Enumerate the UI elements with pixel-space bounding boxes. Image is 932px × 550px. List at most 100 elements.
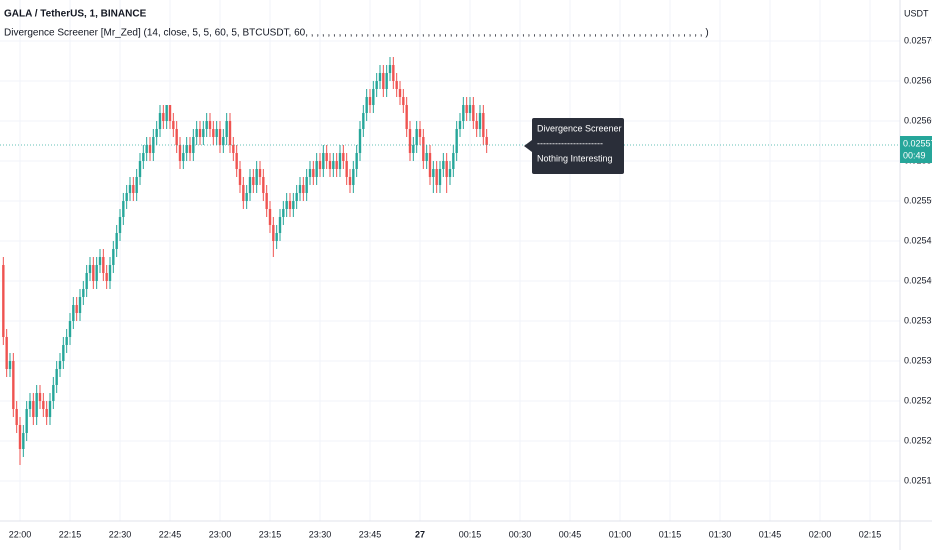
candle-body	[55, 369, 58, 385]
candle-body	[298, 185, 302, 193]
x-tick-label: 23:15	[259, 529, 282, 539]
candle-body	[238, 169, 242, 185]
candle-body	[468, 105, 472, 113]
candle-body	[12, 361, 15, 409]
candle-body	[5, 337, 8, 369]
candle-body	[368, 97, 372, 105]
candle-body	[62, 345, 65, 361]
candle-body	[232, 145, 235, 153]
candle-body	[278, 217, 282, 233]
candle-body	[198, 129, 202, 137]
x-tick-label: 23:00	[209, 529, 232, 539]
candle-body	[372, 89, 375, 105]
candle-body	[138, 161, 142, 177]
candle-body	[168, 105, 172, 121]
candle-body	[475, 121, 478, 129]
candle-body	[68, 321, 72, 337]
candle-body	[335, 161, 338, 169]
candle-body	[58, 361, 62, 369]
x-tick-label: 23:30	[309, 529, 332, 539]
x-tick-label: 27	[415, 529, 425, 539]
candle-body	[218, 129, 222, 145]
x-tick-label: 22:30	[109, 529, 132, 539]
candle-body	[428, 153, 432, 177]
candle-body	[348, 177, 352, 185]
candle-body	[78, 297, 82, 313]
candle-body	[108, 265, 112, 281]
candle-body	[115, 233, 118, 249]
candle-body	[178, 145, 182, 161]
candle-body	[145, 145, 148, 153]
candle-body	[202, 129, 205, 137]
candle-body	[358, 129, 362, 153]
candle-body	[275, 233, 278, 241]
candle-body	[118, 217, 122, 233]
x-tick-label: 01:00	[609, 529, 632, 539]
candle-body	[322, 153, 325, 169]
candle-body	[112, 249, 115, 265]
candle-body	[355, 153, 358, 169]
candle-body	[255, 169, 258, 185]
candle-body	[282, 209, 285, 217]
candle-body	[268, 209, 272, 225]
candle-body	[435, 169, 438, 185]
candle-body	[422, 137, 425, 161]
candle-body	[132, 185, 135, 193]
candle-body	[22, 433, 25, 449]
candle-body	[15, 409, 18, 425]
candle-body	[302, 185, 305, 193]
candle-body	[442, 161, 445, 169]
tooltip-box	[532, 118, 624, 174]
y-tick-label: 0.02535	[904, 315, 932, 325]
candle-body	[222, 137, 225, 145]
candle-body	[462, 105, 465, 121]
candle-body	[345, 161, 348, 177]
candle-body	[328, 161, 332, 169]
candle-body	[235, 153, 238, 169]
candle-body	[192, 137, 195, 153]
candle-body	[75, 305, 78, 313]
x-tick-label: 02:00	[809, 529, 832, 539]
candle-body	[398, 89, 402, 97]
x-tick-label: 22:00	[9, 529, 32, 539]
x-tick-label: 01:15	[659, 529, 682, 539]
candle-body	[412, 145, 415, 153]
candle-body	[122, 201, 125, 217]
candle-body	[365, 97, 368, 113]
candle-body	[425, 153, 428, 161]
candle-body	[225, 121, 228, 137]
y-tick-label: 0.02545	[904, 235, 932, 245]
candle-body	[478, 113, 482, 129]
candle-body	[318, 161, 322, 169]
candle-body	[242, 185, 245, 201]
candle-body	[378, 73, 382, 81]
candle-body	[458, 121, 462, 129]
candle-body	[42, 401, 45, 409]
candle-body	[98, 257, 102, 265]
candle-body	[158, 113, 162, 129]
candle-body	[25, 409, 28, 433]
tooltip-pointer	[524, 140, 532, 152]
candle-body	[288, 201, 292, 209]
candle-body	[38, 393, 42, 401]
candles	[0, 57, 900, 465]
candle-body	[185, 145, 188, 153]
candle-body	[85, 273, 88, 289]
candle-body	[128, 185, 132, 193]
x-tick-label: 01:45	[759, 529, 782, 539]
candle-body	[95, 265, 98, 281]
candle-body	[265, 193, 268, 209]
candle-body	[188, 145, 192, 153]
candle-body	[215, 129, 218, 137]
indicator-label: Divergence Screener [Mr_Zed] (14, close,…	[4, 28, 709, 39]
candle-body	[452, 153, 455, 169]
candle-body	[402, 97, 405, 105]
candle-body	[258, 169, 262, 177]
candle-body	[405, 105, 408, 129]
y-unit: USDT	[904, 8, 929, 18]
candle-body	[308, 169, 312, 177]
